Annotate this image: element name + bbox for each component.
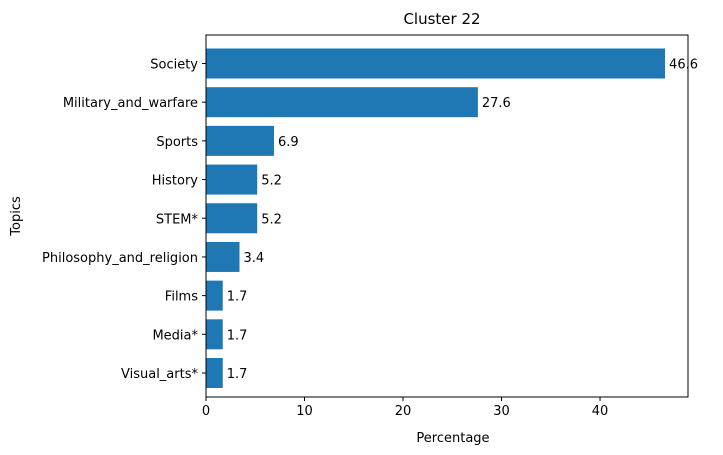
bar — [206, 125, 274, 156]
x-tick-label: 10 — [296, 404, 313, 419]
bar — [206, 280, 223, 311]
bar — [206, 203, 258, 234]
x-tick-label: 30 — [493, 404, 510, 419]
bar — [206, 48, 666, 79]
x-tick-label: 20 — [395, 404, 412, 419]
y-tick-label: History — [152, 174, 199, 189]
bar-value-label: 46.6 — [669, 58, 698, 73]
y-tick-label: Visual_arts* — [121, 367, 198, 382]
bar — [206, 358, 223, 388]
bar — [206, 241, 240, 272]
y-tick-label: Military_and_warfare — [63, 96, 198, 111]
y-axis-ticks: Society Military_and_warfare Sports History… — [42, 58, 206, 382]
y-axis-label: Topics — [9, 196, 24, 237]
bar — [206, 164, 258, 195]
x-tick-label: 0 — [202, 404, 210, 419]
x-axis-label: Percentage — [416, 431, 489, 446]
y-tick-label: Films — [165, 290, 198, 305]
bar-value-label: 6.9 — [278, 135, 299, 150]
bar — [206, 87, 478, 118]
bar-value-label: 1.7 — [227, 328, 248, 343]
y-tick-label: Media* — [152, 328, 198, 343]
bar-value-label: 3.4 — [243, 251, 264, 266]
chart-title: Cluster 22 — [403, 10, 480, 28]
bar-value-label: 1.7 — [227, 367, 248, 382]
bar-value-label: 5.2 — [261, 174, 282, 189]
bar-value-label: 27.6 — [482, 96, 511, 111]
y-tick-label: STEM* — [156, 212, 199, 227]
x-axis-ticks: 0 10 20 30 40 — [202, 397, 608, 419]
y-tick-label: Philosophy_and_religion — [42, 251, 198, 266]
plot-frame — [205, 34, 689, 398]
bars-layer: 46.6 27.6 6.9 5.2 5.2 3.4 1.7 1.7 1.7 — [206, 48, 698, 388]
y-tick-label: Society — [150, 58, 198, 73]
bar — [206, 319, 223, 350]
bar-value-label: 5.2 — [261, 212, 282, 227]
bar-value-label: 1.7 — [227, 290, 248, 305]
x-tick-label: 40 — [592, 404, 609, 419]
y-tick-label: Sports — [156, 135, 198, 150]
